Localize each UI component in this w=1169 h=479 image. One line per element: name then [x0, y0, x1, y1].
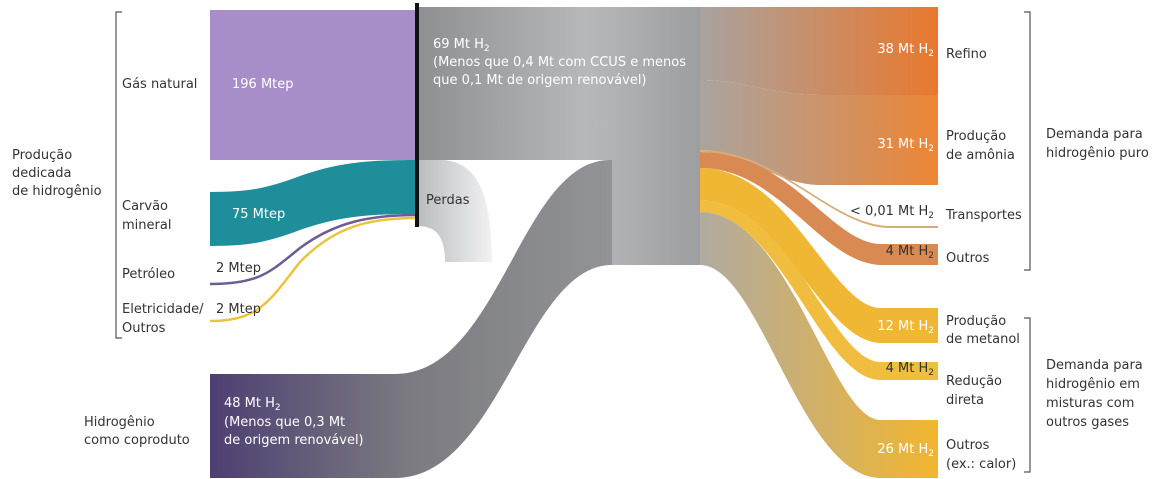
elec-label: Eletricidade/ Outros — [122, 302, 208, 336]
mix-demand-group-label: Demanda para hidrogênio em misturas com … — [1046, 358, 1147, 430]
metanol-band — [700, 168, 938, 343]
reducao-label: Redução direta — [946, 374, 1006, 408]
transportes-value: < 0,01 Mt H2 — [850, 204, 934, 221]
coal-band — [210, 160, 417, 246]
coproduct-note: (Menos que 0,3 Mt de origem renovável) — [224, 415, 364, 448]
coproduct-band — [210, 160, 700, 478]
production-trunk — [417, 7, 700, 265]
mix-demand-bracket — [1024, 317, 1031, 473]
metanol-label: Produção de metanol — [946, 314, 1020, 347]
losses-label: Perdas — [426, 193, 470, 208]
coproduct-label: Hidrogênio como coproduto — [84, 415, 190, 448]
outros-mix-label: Outros (ex.: calor) — [946, 438, 1016, 472]
losses-band — [417, 160, 492, 262]
production-divider — [415, 3, 419, 227]
coproduct-value: 48 Mt H2 — [224, 396, 281, 413]
left-bracket — [115, 11, 122, 339]
refino-value: 38 Mt H2 — [877, 42, 934, 59]
amonia-label: Produção de amônia — [946, 129, 1015, 163]
gas-label: Gás natural — [122, 77, 197, 92]
amonia-value: 31 Mt H2 — [877, 137, 934, 154]
pure-demand-bracket — [1024, 11, 1031, 271]
reducao-value: 4 Mt H2 — [886, 361, 934, 378]
oil-label: Petróleo — [122, 267, 175, 282]
oil-band — [209, 213, 418, 286]
pure-demand-group-label: Demanda para hidrogênio puro — [1046, 127, 1149, 161]
dedicated-production-label: Produção dedicada de hidrogênio — [12, 148, 102, 199]
gas-node — [210, 10, 417, 160]
coal-label: Carvão mineral — [122, 199, 172, 233]
outros-mix-band — [700, 212, 938, 478]
gas-value: 196 Mtep — [232, 77, 294, 92]
elec-value: 2 Mtep — [216, 302, 261, 317]
production-value: 69 Mt H2 — [433, 37, 490, 54]
reducao-band — [700, 200, 938, 380]
outros-mix-value: 26 Mt H2 — [877, 442, 934, 459]
outros-pure-value: 4 Mt H2 — [886, 244, 934, 261]
amonia-band — [700, 80, 938, 185]
refino-band — [700, 7, 938, 95]
metanol-value: 12 Mt H2 — [877, 319, 934, 336]
outros-pure-band — [700, 152, 938, 265]
oil-value: 2 Mtep — [216, 261, 261, 276]
coal-value: 75 Mtep — [232, 207, 285, 222]
transportes-label: Transportes — [945, 208, 1022, 223]
elec-band — [209, 216, 418, 323]
outros-pure-label: Outros — [946, 251, 990, 266]
refino-label: Refino — [946, 47, 987, 62]
production-note: (Menos que 0,4 Mt com CCUS e menos que 0… — [433, 55, 690, 88]
